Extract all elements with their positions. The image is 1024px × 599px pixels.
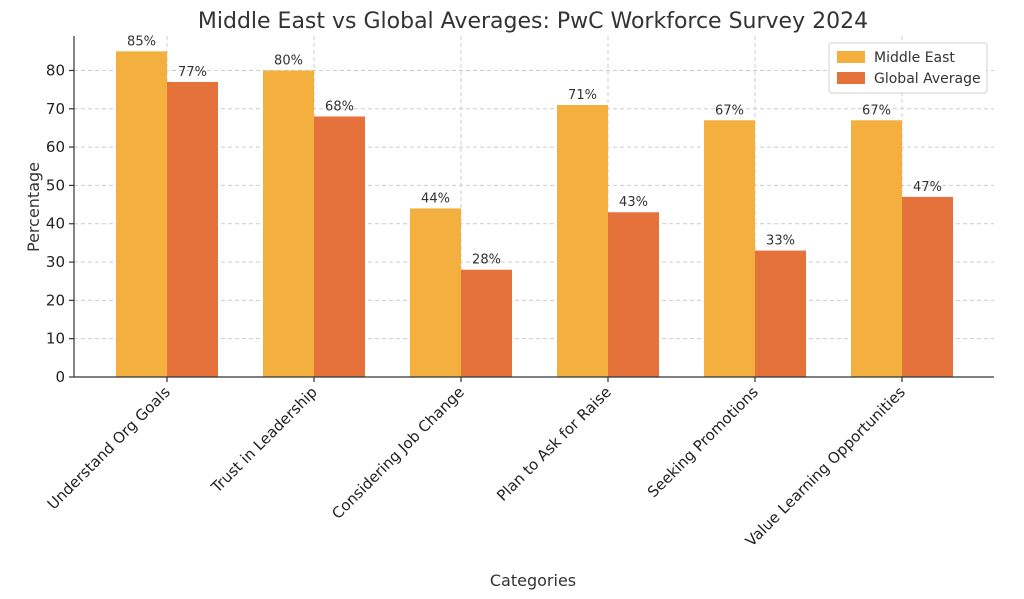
y-tick-label: 70 (46, 100, 65, 118)
legend-label: Middle East (874, 50, 955, 66)
bar-middle-east (263, 70, 314, 377)
bar-value-label: 28% (472, 253, 501, 268)
x-tick-label: Seeking Promotions (644, 383, 762, 501)
x-tick-label: Considering Job Change (328, 383, 468, 523)
legend: Middle East Global Average (828, 42, 988, 94)
x-tick-labels: Understand Org Goals Trust in Leadership C… (44, 383, 909, 550)
y-tick-labels: 0 10 20 30 40 50 60 70 80 (46, 61, 65, 386)
legend-box (828, 42, 988, 94)
y-tick-label: 60 (46, 138, 65, 156)
bar-middle-east (704, 120, 755, 377)
x-tick-label: Value Learning Opportunities (742, 383, 909, 550)
bar-value-label: 44% (421, 191, 450, 206)
x-tick-label: Plan to Ask for Raise (493, 383, 615, 505)
y-tick-label: 40 (46, 215, 65, 233)
chart-title: Middle East vs Global Averages: PwC Work… (198, 9, 868, 34)
legend-swatch (837, 51, 865, 63)
bar-middle-east (116, 51, 167, 378)
x-axis-label: Categories (490, 571, 576, 590)
bar-value-label: 47% (913, 180, 942, 195)
y-tick-label: 50 (46, 176, 65, 194)
bar-middle-east (851, 120, 902, 377)
legend-swatch (837, 72, 865, 84)
y-tick-label: 20 (46, 291, 65, 309)
x-tick-label: Trust in Leadership (207, 383, 321, 497)
bar-middle-east (557, 104, 608, 377)
bar-global-average (461, 269, 512, 377)
bar-value-label: 71% (568, 88, 597, 103)
data-labels: 85% 80% 44% 71% 67% 67% 77% 68% 28% 43% 33% 47% (127, 34, 942, 267)
y-tick-label: 80 (46, 61, 65, 79)
bar-value-label: 67% (715, 103, 744, 118)
y-tick-label: 10 (46, 330, 65, 348)
y-axis-label: Percentage (24, 162, 43, 252)
bar-value-label: 85% (127, 34, 156, 49)
bar-global-average (608, 212, 659, 377)
bar-global-average (314, 116, 365, 378)
x-tick-label: Understand Org Goals (44, 383, 174, 513)
y-tick-label: 30 (46, 253, 65, 271)
axes (69, 36, 994, 382)
bar-value-label: 77% (178, 65, 207, 80)
bar-global-average (902, 196, 953, 377)
bar-value-label: 33% (766, 234, 795, 249)
bar-value-label: 68% (325, 99, 354, 114)
bar-value-label: 67% (862, 103, 891, 118)
bar-value-label: 80% (274, 53, 303, 68)
bars (116, 51, 953, 378)
bar-global-average (167, 81, 218, 377)
legend-label: Global Average (874, 71, 981, 87)
bar-value-label: 43% (619, 195, 648, 210)
bar-global-average (755, 250, 806, 377)
y-tick-label: 0 (55, 368, 65, 386)
bar-middle-east (410, 208, 461, 377)
